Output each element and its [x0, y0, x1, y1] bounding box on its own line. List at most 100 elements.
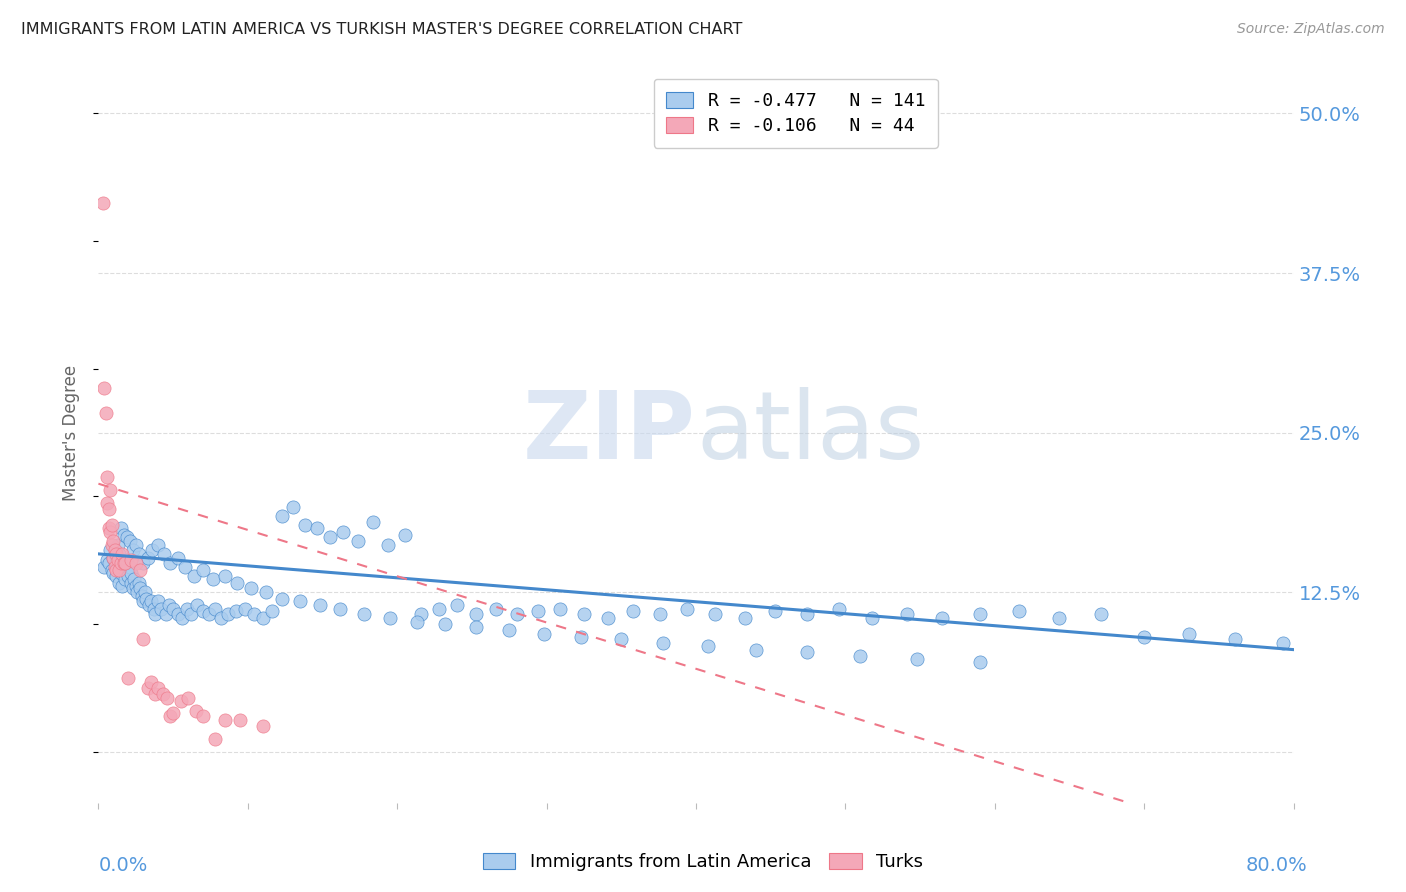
Point [101, 538, 124, 552]
Point [243, 607, 266, 621]
Point [252, 719, 274, 733]
Point [180, 607, 202, 621]
Point [103, 550, 125, 565]
Point [115, 553, 138, 567]
Point [198, 607, 221, 621]
Point [191, 564, 214, 578]
Point [98, 543, 122, 558]
Point [1008, 604, 1031, 618]
Point [166, 550, 188, 565]
Point [446, 598, 468, 612]
Point [138, 598, 160, 612]
Point [569, 630, 592, 644]
Point [969, 656, 991, 670]
Point [252, 611, 274, 625]
Point [91, 195, 114, 210]
Point [229, 713, 252, 727]
Point [139, 674, 162, 689]
Point [183, 568, 205, 582]
Point [226, 576, 249, 591]
Point [596, 611, 619, 625]
Point [136, 550, 159, 565]
Point [676, 601, 699, 615]
Point [112, 556, 135, 570]
Point [734, 611, 756, 625]
Point [191, 709, 214, 723]
Point [332, 525, 354, 540]
Point [94, 407, 117, 421]
Point [125, 556, 148, 570]
Point [533, 627, 555, 641]
Point [896, 607, 918, 621]
Point [1178, 627, 1201, 641]
Point [526, 604, 548, 618]
Legend: R = -0.477   N = 141, R = -0.106   N = 44: R = -0.477 N = 141, R = -0.106 N = 44 [654, 78, 938, 148]
Point [157, 598, 180, 612]
Point [111, 547, 134, 561]
Point [796, 607, 818, 621]
Point [485, 601, 508, 615]
Point [114, 564, 136, 578]
Point [184, 704, 207, 718]
Point [796, 645, 818, 659]
Point [98, 483, 122, 497]
Point [347, 534, 370, 549]
Point [111, 579, 134, 593]
Point [108, 576, 131, 591]
Text: Source: ZipAtlas.com: Source: ZipAtlas.com [1237, 22, 1385, 37]
Point [828, 601, 851, 615]
Point [101, 564, 124, 578]
Point [110, 521, 132, 535]
Text: 0.0%: 0.0% [98, 856, 148, 875]
Point [142, 601, 165, 615]
Point [96, 470, 118, 484]
Point [745, 642, 768, 657]
Point [93, 381, 115, 395]
Point [112, 556, 135, 570]
Point [121, 582, 143, 596]
Point [308, 598, 330, 612]
Point [159, 556, 181, 570]
Point [107, 553, 129, 567]
Point [1133, 630, 1156, 644]
Point [204, 601, 226, 615]
Point [105, 568, 128, 582]
Point [110, 566, 132, 580]
Point [104, 547, 127, 561]
Point [465, 607, 488, 621]
Point [117, 568, 139, 582]
Point [135, 591, 157, 606]
Point [905, 651, 928, 665]
Point [176, 601, 198, 615]
Point [281, 500, 304, 514]
Point [1272, 636, 1295, 650]
Point [214, 568, 236, 582]
Point [394, 527, 416, 541]
Point [1225, 632, 1247, 647]
Point [141, 543, 163, 558]
Point [114, 556, 136, 570]
Point [125, 538, 148, 552]
Point [128, 547, 150, 561]
Point [103, 534, 125, 549]
Point [174, 559, 197, 574]
Point [572, 607, 595, 621]
Point [120, 566, 142, 580]
Point [849, 648, 872, 663]
Point [363, 515, 385, 529]
Point [97, 556, 120, 570]
Point [225, 604, 247, 618]
Point [217, 607, 239, 621]
Point [650, 607, 672, 621]
Point [294, 517, 316, 532]
Point [104, 559, 127, 574]
Point [177, 691, 200, 706]
Point [162, 706, 184, 721]
Point [411, 607, 433, 621]
Point [117, 671, 139, 685]
Point [186, 598, 208, 612]
Point [214, 713, 236, 727]
Point [1090, 607, 1112, 621]
Point [108, 547, 131, 561]
Point [498, 624, 520, 638]
